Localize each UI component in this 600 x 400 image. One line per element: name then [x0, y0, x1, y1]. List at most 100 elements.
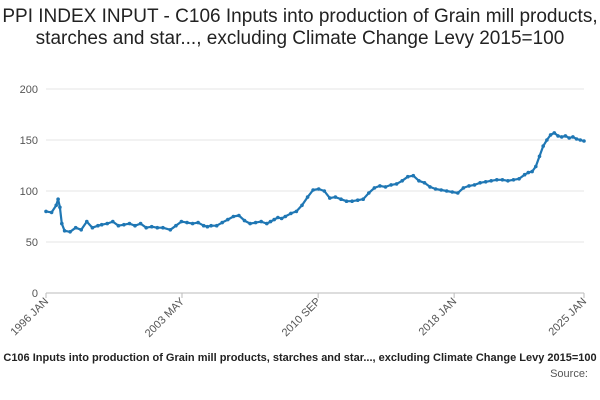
- data-point: [276, 215, 280, 220]
- data-point: [305, 195, 310, 199]
- data-point: [58, 205, 62, 210]
- data-point: [563, 134, 568, 138]
- data-point: [517, 177, 521, 181]
- y-tick-label: 150: [20, 135, 38, 147]
- data-point: [361, 197, 366, 201]
- data-point: [444, 189, 449, 193]
- source-caption: Source:: [550, 368, 588, 380]
- data-point: [478, 181, 482, 185]
- series-layer: [44, 131, 586, 234]
- data-point: [44, 209, 48, 214]
- data-point: [49, 210, 54, 215]
- data-point: [316, 187, 321, 191]
- data-point: [530, 169, 534, 174]
- data-point: [231, 214, 236, 219]
- data-point: [174, 223, 178, 228]
- data-point: [483, 180, 488, 184]
- y-tick-label: 50: [26, 237, 38, 249]
- data-point: [433, 187, 438, 191]
- data-point: [185, 220, 189, 225]
- data-point: [265, 221, 269, 226]
- data-point: [116, 223, 121, 228]
- data-point: [294, 209, 299, 214]
- data-point: [383, 185, 388, 189]
- data-point: [350, 199, 354, 203]
- data-point: [196, 220, 200, 225]
- x-tick-label: 2003 MAY: [143, 295, 188, 340]
- data-point: [552, 131, 557, 135]
- data-point: [355, 198, 360, 202]
- data-point: [209, 223, 213, 228]
- data-point: [138, 221, 143, 226]
- data-point: [506, 179, 510, 183]
- data-point: [62, 229, 67, 233]
- data-point: [582, 139, 586, 143]
- x-tick-label: 2010 SEP: [280, 296, 324, 340]
- data-point: [559, 135, 564, 139]
- data-point: [389, 183, 393, 187]
- x-tick-label: 2018 JAN: [417, 296, 460, 339]
- data-point: [450, 190, 455, 194]
- data-point: [214, 223, 219, 228]
- data-point: [253, 220, 258, 225]
- data-point: [378, 184, 382, 188]
- data-point: [541, 144, 545, 148]
- data-point: [111, 219, 115, 224]
- data-point: [439, 188, 444, 192]
- y-tick-label: 0: [32, 288, 38, 300]
- data-point: [54, 203, 58, 208]
- data-point: [226, 217, 230, 222]
- data-point: [237, 213, 241, 218]
- data-point: [394, 182, 399, 186]
- data-point: [545, 138, 549, 142]
- data-point: [556, 134, 560, 138]
- data-point: [79, 228, 83, 232]
- data-point: [144, 225, 148, 230]
- data-point: [168, 228, 173, 232]
- data-point: [289, 211, 293, 216]
- data-point: [339, 197, 343, 201]
- data-point: [534, 164, 538, 169]
- data-point: [500, 178, 505, 182]
- data-point: [272, 217, 277, 222]
- data-point: [161, 225, 165, 230]
- data-point: [99, 222, 104, 227]
- data-point: [574, 137, 579, 141]
- data-point: [406, 174, 410, 179]
- data-point: [400, 179, 405, 183]
- data-point: [85, 219, 89, 224]
- data-point: [548, 133, 553, 137]
- data-point: [428, 185, 432, 189]
- x-axis-tick-labels: 1996 JAN 2003 MAY 2010 SEP 2018 JAN 2025 JAN: [8, 293, 589, 340]
- data-point: [220, 220, 224, 225]
- data-point: [133, 223, 137, 228]
- data-point: [322, 189, 327, 193]
- data-point: [467, 184, 471, 188]
- data-point: [417, 179, 421, 183]
- data-point: [367, 191, 371, 195]
- x-tick-label: 1996 JAN: [8, 296, 51, 339]
- data-point: [248, 221, 252, 226]
- series-line: [45, 131, 585, 233]
- data-point: [571, 135, 575, 139]
- data-point: [489, 179, 494, 183]
- y-tick-label: 100: [20, 186, 38, 198]
- data-point: [60, 221, 64, 226]
- data-point: [472, 183, 477, 187]
- data-point: [526, 170, 531, 175]
- data-point: [344, 199, 349, 203]
- data-point: [68, 230, 72, 234]
- data-point: [537, 154, 542, 159]
- data-point: [461, 186, 466, 190]
- data-point: [422, 181, 427, 185]
- data-point: [300, 203, 304, 208]
- x-tick-label: 2025 JAN: [546, 296, 589, 339]
- data-point: [456, 191, 460, 195]
- series-caption: C106 Inputs into production of Grain mil…: [3, 352, 597, 364]
- data-point: [149, 224, 154, 229]
- data-point: [578, 138, 583, 142]
- data-point: [205, 224, 210, 229]
- y-axis-tick-labels: 0 50 100 150 200: [20, 84, 38, 300]
- data-point: [411, 173, 416, 178]
- data-point: [522, 172, 527, 177]
